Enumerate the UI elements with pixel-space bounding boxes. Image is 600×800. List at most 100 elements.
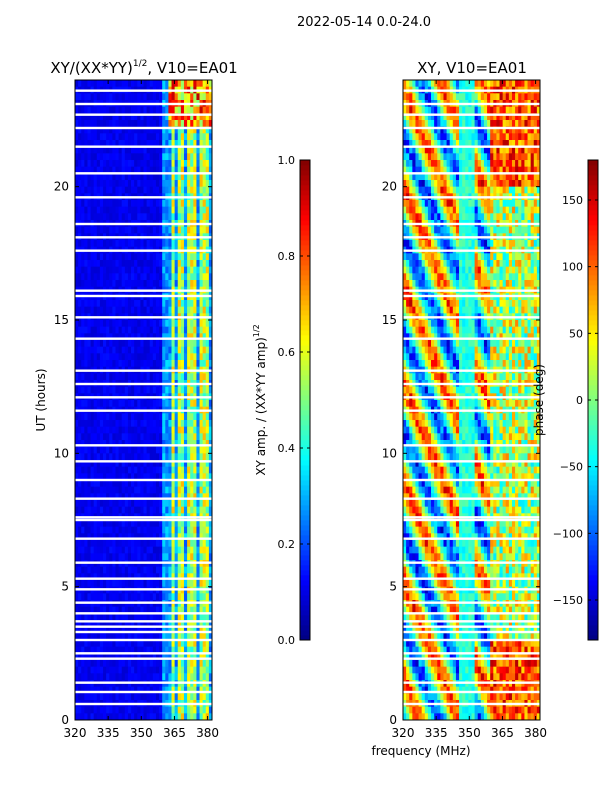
amp-cell bbox=[196, 400, 200, 408]
amp-cell bbox=[118, 653, 123, 661]
amp-cell bbox=[168, 646, 172, 654]
amp-cell bbox=[155, 613, 160, 621]
amp-cell bbox=[93, 240, 98, 248]
amp-cell bbox=[96, 613, 101, 621]
amp-cell bbox=[118, 546, 123, 554]
phase-cell bbox=[524, 146, 528, 154]
amp-cell bbox=[159, 373, 163, 381]
amp-cell bbox=[183, 506, 188, 514]
amp-cell bbox=[177, 386, 182, 394]
amp-cell bbox=[155, 446, 160, 454]
phase-cell bbox=[536, 133, 541, 141]
amp-cell bbox=[84, 300, 88, 308]
amp-cell bbox=[152, 580, 157, 588]
amp-cell bbox=[99, 506, 104, 514]
amp-cell bbox=[96, 260, 101, 268]
amp-cell bbox=[190, 533, 194, 541]
amp-cell bbox=[103, 453, 107, 461]
amp-cell bbox=[106, 706, 110, 714]
amp-cell bbox=[168, 200, 172, 208]
amp-cell bbox=[140, 686, 144, 694]
amp-cell bbox=[208, 120, 213, 128]
amp-cell bbox=[87, 633, 91, 641]
amp-cell bbox=[93, 133, 98, 141]
amp-cell bbox=[106, 140, 110, 148]
amp-cell bbox=[106, 93, 110, 101]
amp-cell bbox=[202, 113, 207, 121]
amp-cell bbox=[171, 653, 176, 661]
amp-cell bbox=[152, 373, 157, 381]
amp-cell bbox=[78, 506, 82, 514]
amp-cell bbox=[112, 440, 116, 448]
amp-cell bbox=[103, 240, 107, 248]
amp-cell bbox=[183, 493, 188, 501]
amp-cell bbox=[75, 466, 79, 474]
amp-cell bbox=[155, 480, 160, 488]
phase-cell bbox=[412, 80, 416, 88]
amp-cell bbox=[121, 640, 126, 648]
amp-cell bbox=[155, 333, 160, 341]
amp-cell bbox=[96, 706, 101, 714]
phase-cell bbox=[493, 140, 497, 148]
amp-cell bbox=[137, 300, 141, 308]
amp-cell bbox=[106, 666, 110, 674]
amp-cell bbox=[121, 306, 126, 314]
amp-cell bbox=[112, 606, 116, 614]
flagged-time-gap bbox=[75, 681, 212, 684]
amp-cell bbox=[84, 146, 88, 154]
amp-cell bbox=[180, 606, 185, 614]
amp-cell bbox=[81, 340, 85, 348]
amp-cell bbox=[99, 713, 104, 721]
amp-cell bbox=[127, 480, 132, 488]
amp-cell bbox=[196, 186, 200, 194]
amp-cell bbox=[202, 446, 207, 454]
amp-cell bbox=[93, 280, 98, 288]
phase-cell bbox=[518, 113, 522, 121]
amp-cell bbox=[78, 80, 82, 88]
amp-colorbar-segment bbox=[300, 545, 310, 551]
amp-cell bbox=[171, 426, 176, 434]
amp-cell bbox=[202, 493, 207, 501]
amp-cell bbox=[81, 206, 85, 214]
amp-cell bbox=[103, 480, 107, 488]
amp-cell bbox=[162, 173, 166, 181]
amp-cell bbox=[75, 686, 79, 694]
amp-cell bbox=[99, 400, 104, 408]
amp-cell bbox=[75, 213, 79, 221]
amp-cell bbox=[103, 706, 107, 714]
phase-cell bbox=[518, 160, 522, 168]
amp-cell bbox=[162, 80, 166, 88]
amp-cell bbox=[174, 126, 179, 134]
amp-cell bbox=[171, 646, 176, 654]
phase-cell bbox=[462, 140, 466, 148]
phase-cell bbox=[521, 146, 525, 154]
amp-cell bbox=[149, 620, 154, 628]
amp-cell bbox=[103, 326, 107, 334]
amp-cell bbox=[131, 386, 135, 394]
amp-cell bbox=[171, 160, 176, 168]
amp-cell bbox=[155, 666, 160, 674]
phase-cell bbox=[468, 80, 472, 88]
amp-cell bbox=[124, 620, 129, 628]
amp-cell bbox=[137, 713, 141, 721]
amp-y-tick-label: 5 bbox=[61, 580, 69, 594]
amp-cell bbox=[180, 373, 185, 381]
amp-cell bbox=[180, 126, 185, 134]
amp-cell bbox=[109, 146, 113, 154]
amp-cell bbox=[208, 460, 213, 468]
amp-cell bbox=[134, 260, 138, 268]
amp-cell bbox=[165, 360, 169, 368]
amp-cell bbox=[115, 493, 119, 501]
amp-cell bbox=[152, 333, 157, 341]
amp-cell bbox=[134, 673, 138, 681]
amp-cell bbox=[137, 226, 141, 234]
amp-cell bbox=[146, 93, 151, 101]
amp-cell bbox=[159, 173, 163, 181]
amp-cell bbox=[171, 240, 176, 248]
amp-cell bbox=[149, 346, 154, 354]
amp-cell bbox=[180, 333, 185, 341]
amp-cell bbox=[196, 120, 200, 128]
amp-cell bbox=[159, 186, 163, 194]
amp-y-axis-label: UT (hours) bbox=[34, 368, 48, 431]
amp-cell bbox=[165, 120, 169, 128]
